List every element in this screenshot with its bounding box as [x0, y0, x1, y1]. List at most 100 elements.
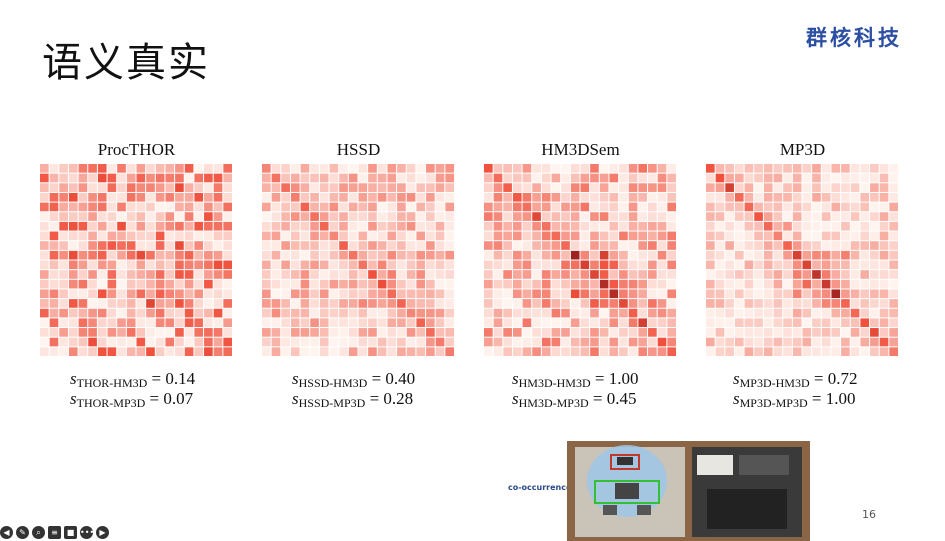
heatmap-cell [406, 337, 416, 347]
heatmap-cell [155, 279, 165, 289]
heatmap-cell [754, 250, 763, 260]
heatmap-cell [512, 260, 522, 270]
heatmap-cell [657, 289, 667, 299]
heatmap-cell [512, 231, 522, 241]
heatmap-cell [561, 347, 570, 356]
heatmap-cell [831, 318, 841, 328]
heatmap-cell [300, 270, 310, 279]
heatmap-cell [812, 202, 821, 212]
heatmap-cell [503, 260, 512, 270]
heatmap-cell [599, 231, 609, 241]
heatmap-cell [599, 260, 609, 270]
heatmap-cell [397, 318, 406, 328]
heatmap-cell [763, 299, 773, 308]
heatmap-cell [329, 164, 339, 173]
heatmap-cell [551, 250, 561, 260]
heatmap-cell [570, 260, 580, 270]
heatmap-cell [68, 212, 78, 221]
heatmap-cell [213, 347, 223, 356]
heatmap-cell [503, 289, 512, 299]
cc-icon[interactable]: ≡ [48, 525, 61, 539]
heatmap-cell [68, 183, 78, 192]
heatmap-cell [870, 241, 879, 250]
heatmap-cell [493, 337, 503, 347]
panel-title: HM3DSem [541, 140, 620, 159]
heatmap-cell [821, 279, 831, 289]
heatmap-cell [783, 212, 792, 221]
heatmap-cell [426, 299, 435, 308]
heatmap-cell [802, 279, 812, 289]
heatmap-cell [136, 299, 146, 308]
heatmap-cell [319, 318, 329, 328]
heatmap-cell [802, 347, 812, 356]
heatmap-cell [648, 308, 657, 318]
heatmap-cell [773, 270, 783, 279]
camera-icon[interactable]: ■ [64, 525, 77, 539]
heatmap-cell [194, 212, 204, 221]
heatmap-cell [40, 289, 49, 299]
heatmap-cell [879, 328, 889, 337]
heatmap-cell [889, 192, 898, 202]
heatmap-cell [223, 212, 232, 221]
heatmap-cell [329, 250, 339, 260]
heatmap-cell [541, 308, 551, 318]
heatmap-cell [49, 260, 59, 270]
heatmap-cell [570, 289, 580, 299]
heatmap-cell [657, 192, 667, 202]
heatmap-cell [503, 221, 512, 231]
heatmap-cell [445, 318, 454, 328]
heatmap-cell [68, 347, 78, 356]
heatmap-cell [783, 173, 792, 183]
forward-arrow-icon[interactable]: ▶ [96, 525, 109, 539]
heatmap-cell [146, 202, 155, 212]
heatmap-cell [802, 250, 812, 260]
heatmap-cell [146, 299, 155, 308]
heatmap-cell [155, 202, 165, 212]
heatmap-cell [754, 289, 763, 299]
magnifier-icon[interactable]: ⌕ [32, 525, 45, 539]
heatmap-cell [329, 270, 339, 279]
heatmap-cell [435, 308, 445, 318]
heatmap-cell [619, 173, 628, 183]
heatmap-cell [59, 231, 68, 241]
heatmap-cell [213, 289, 223, 299]
heatmap-cell [619, 250, 628, 260]
heatmap-cell [484, 337, 493, 347]
heatmap-cell [126, 279, 136, 289]
heatmap-cell [397, 173, 406, 183]
heatmap-cell [117, 192, 126, 202]
heatmap-cell [599, 164, 609, 173]
heatmap-cell [339, 299, 348, 308]
heatmap-cell [387, 318, 397, 328]
heatmap-cell [97, 270, 107, 279]
heatmap-cell [300, 183, 310, 192]
heatmap-cell [503, 202, 512, 212]
heatmap-cell [88, 318, 97, 328]
heatmap-cell [88, 164, 97, 173]
heatmap-cell [107, 260, 117, 270]
back-arrow-icon[interactable]: ◀ [0, 525, 13, 539]
heatmap-cell [580, 202, 590, 212]
heatmap-cell [107, 270, 117, 279]
heatmap-cell [290, 260, 300, 270]
heatmap-cell [368, 173, 377, 183]
more-icon[interactable]: ••• [80, 525, 95, 539]
heatmap-cell [290, 164, 300, 173]
heatmap-cell [802, 318, 812, 328]
heatmap-cell [512, 337, 522, 347]
heatmap-cell [397, 183, 406, 192]
heatmap-cell [619, 328, 628, 337]
heatmap-cell [59, 318, 68, 328]
heatmap-cell [638, 260, 648, 270]
heatmap-cell [271, 328, 281, 337]
heatmap-cell [107, 192, 117, 202]
heatmap-cell [126, 212, 136, 221]
heatmap-cell [194, 164, 204, 173]
heatmap-cell [484, 318, 493, 328]
heatmap-cell [831, 164, 841, 173]
heatmap-cell [870, 308, 879, 318]
heatmap-cell [599, 183, 609, 192]
heatmap-cell [204, 183, 213, 192]
pen-icon[interactable]: ✎ [16, 525, 29, 539]
heatmap-cell [657, 183, 667, 192]
